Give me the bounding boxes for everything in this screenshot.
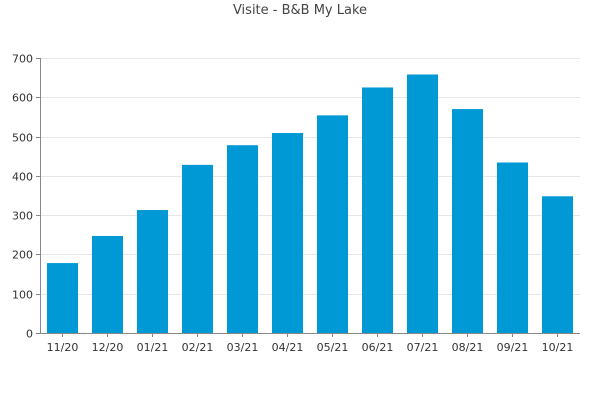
y-tick-label: 500 (12, 132, 33, 145)
x-tick-label: 10/21 (542, 341, 574, 354)
bar-06-21[interactable] (361, 87, 394, 334)
x-tick-label: 01/21 (137, 341, 169, 354)
bar-12-20[interactable] (91, 235, 124, 333)
y-tick-label: 700 (12, 53, 33, 66)
bar-01-21[interactable] (136, 210, 169, 333)
x-tick-label: 04/21 (272, 341, 304, 354)
bar-11-20[interactable] (46, 263, 79, 333)
x-tick-label: 07/21 (407, 341, 439, 354)
bar-09-21[interactable] (496, 162, 529, 334)
y-tick-label: 300 (12, 210, 33, 223)
x-tick-label: 08/21 (452, 341, 484, 354)
bar-02-21[interactable] (181, 164, 214, 333)
y-tick-label: 400 (12, 171, 33, 184)
y-tick-label: 200 (12, 249, 33, 262)
x-tick-label: 02/21 (182, 341, 214, 354)
x-tick-labels: 11/20 12/20 01/21 02/21 03/21 04/21 05/21 06/21… (47, 341, 574, 354)
x-tick-label: 09/21 (497, 341, 529, 354)
x-tick-label: 12/20 (92, 341, 124, 354)
x-tick-label: 06/21 (362, 341, 394, 354)
x-tick-label: 11/20 (47, 341, 79, 354)
bar-04-21[interactable] (271, 133, 304, 333)
y-tick-label: 600 (12, 92, 33, 105)
y-tick-label: 0 (26, 328, 33, 341)
bars (46, 74, 574, 334)
bar-03-21[interactable] (226, 145, 259, 333)
x-tick-label: 03/21 (227, 341, 259, 354)
chart-title: Visite - B&B My Lake (232, 3, 368, 18)
bar-10-21[interactable] (541, 196, 574, 333)
bar-05-21[interactable] (316, 115, 349, 333)
grid-lines (40, 58, 580, 295)
y-tick-label: 100 (12, 289, 33, 302)
bar-07-21[interactable] (406, 74, 439, 334)
x-tick-label: 05/21 (317, 341, 349, 354)
y-tick-labels: 0 100 200 300 400 500 600 700 (12, 53, 33, 341)
axes (36, 58, 580, 337)
bar-08-21[interactable] (451, 109, 484, 333)
